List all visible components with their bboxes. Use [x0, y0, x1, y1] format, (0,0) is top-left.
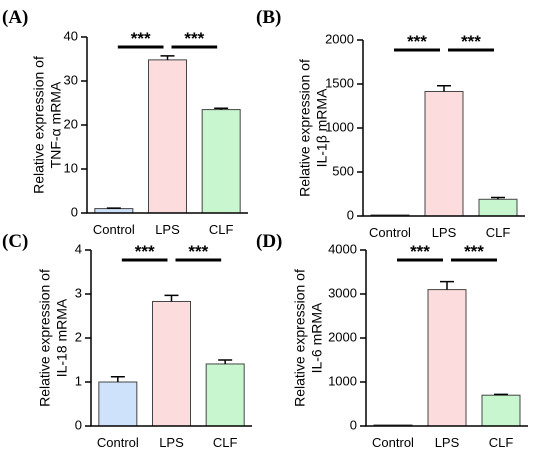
panel-label: (B): [256, 7, 281, 28]
y-axis-label: IL-1β mRMA: [314, 88, 330, 168]
chart-panel-b: (B) Relative expression of IL-1β mRMA Contr…: [256, 7, 525, 240]
x-tick-label: CLF: [209, 222, 234, 237]
chart-panel-a: (A) Relative expression of TNF-α mRMA Contr…: [2, 7, 248, 237]
bar-lps: [152, 300, 191, 427]
y-axis-label: TNF-α mRMA: [48, 81, 64, 168]
y-axis-label: IL-6 mRMA: [309, 302, 325, 373]
y-axis-label: Relative expression of: [31, 56, 47, 194]
y-tick-label: 1500: [325, 75, 354, 90]
panel-label: (C): [2, 231, 28, 252]
x-tick-label: CLF: [486, 225, 511, 240]
x-tick-label: Control: [97, 435, 139, 450]
y-tick-label: 0: [347, 207, 354, 222]
significance-label: ***: [131, 29, 151, 48]
x-tick-label: Control: [93, 222, 135, 237]
y-tick-label: 3: [75, 285, 82, 300]
error-bar: [437, 85, 451, 92]
significance-label: ***: [407, 32, 427, 51]
y-axis-label: Relative expression of: [297, 59, 313, 197]
significance-label: ***: [410, 242, 430, 261]
y-tick-label: 1000: [328, 373, 357, 388]
x-tick-label: CLF: [213, 435, 238, 450]
significance-label: ***: [184, 29, 204, 48]
x-tick-label: Control: [369, 225, 411, 240]
y-tick-label: 3000: [328, 285, 357, 300]
y-tick-label: 30: [64, 72, 78, 87]
bar-clf: [201, 109, 241, 214]
y-tick-label: 40: [64, 28, 78, 43]
y-tick-label: 1000: [325, 119, 354, 134]
x-tick-label: LPS: [155, 222, 180, 237]
y-axis-label: Relative expression of: [37, 269, 53, 407]
y-tick-label: 2000: [328, 329, 357, 344]
error-bar: [218, 359, 233, 364]
bar-clf: [481, 394, 521, 427]
bar-clf: [205, 363, 245, 427]
significance-label: ***: [188, 242, 208, 261]
panel-label: (D): [256, 231, 282, 252]
y-tick-label: 0: [71, 204, 78, 219]
chart-panel-d: (D) Relative expression of IL-6 mRMA Contro…: [256, 231, 528, 450]
error-bar: [491, 196, 505, 200]
y-tick-label: 500: [332, 163, 354, 178]
significance-label: ***: [464, 242, 484, 261]
error-bar: [110, 375, 125, 382]
y-tick-label: 0: [75, 417, 82, 432]
y-tick-label: 2: [75, 329, 82, 344]
error-bar: [160, 55, 175, 60]
y-tick-label: 4: [75, 241, 82, 256]
chart-panel-c: (C) Relative expression of IL-18 mRMA Contr…: [2, 231, 252, 450]
y-tick-label: 1: [75, 373, 82, 388]
y-tick-label: 0: [350, 417, 357, 432]
error-bar: [494, 393, 508, 396]
y-tick-label: 10: [64, 160, 78, 175]
error-bar: [164, 294, 179, 302]
x-tick-label: CLF: [489, 435, 514, 450]
bar-lps: [424, 90, 464, 217]
y-tick-label: 2000: [325, 31, 354, 46]
y-axis-label: Relative expression of: [292, 269, 308, 407]
bar-clf: [478, 198, 518, 217]
error-bar: [214, 107, 229, 110]
y-tick-label: 20: [64, 116, 78, 131]
x-tick-label: LPS: [432, 225, 457, 240]
bar-lps: [427, 289, 467, 427]
significance-label: ***: [461, 32, 481, 51]
significance-label: ***: [135, 242, 155, 261]
x-tick-label: Control: [372, 435, 414, 450]
bar-control: [98, 381, 138, 427]
error-bar: [440, 280, 454, 290]
bar-lps: [148, 59, 187, 214]
x-tick-label: LPS: [435, 435, 460, 450]
y-tick-label: 4000: [328, 241, 357, 256]
y-axis-label: IL-18 mRMA: [54, 298, 70, 377]
panel-label: (A): [2, 7, 28, 28]
x-tick-label: LPS: [159, 435, 184, 450]
